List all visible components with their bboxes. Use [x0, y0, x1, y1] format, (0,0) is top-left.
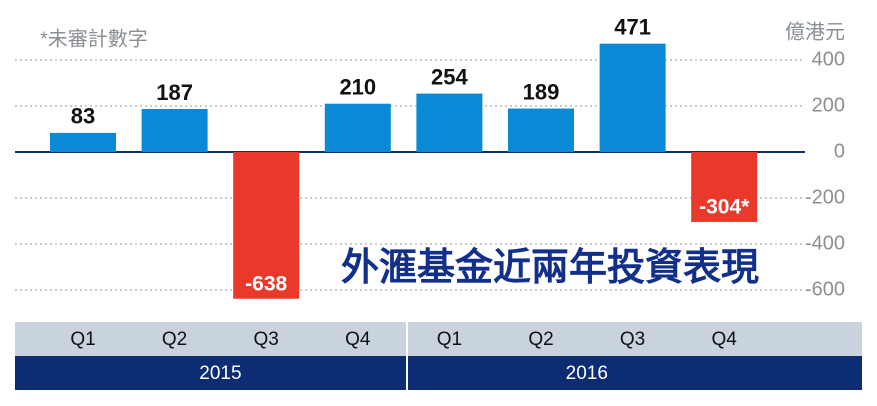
value-label: 254: [431, 64, 468, 89]
x-tick-label: Q2: [528, 329, 553, 350]
x-tick-label: Q2: [162, 329, 187, 350]
x-tick-label: Q4: [345, 329, 371, 350]
x-tick-label: Q4: [712, 329, 738, 350]
y-tick-label: 200: [812, 94, 845, 116]
y-tick-label: 0: [834, 140, 845, 162]
y-tick-label: 400: [812, 48, 845, 70]
value-label: 210: [339, 75, 376, 100]
y-unit: 億港元: [785, 20, 845, 43]
bar: [508, 108, 574, 152]
y-tick-label: -200: [805, 186, 845, 208]
value-label: 189: [523, 79, 560, 104]
bar: [141, 108, 208, 152]
bar: [50, 132, 116, 152]
bar: [416, 93, 483, 152]
year-band: [15, 356, 862, 390]
value-label: 471: [614, 14, 651, 39]
y-tick-label: -600: [805, 278, 845, 300]
x-tick-label: Q1: [70, 329, 95, 350]
quarter-band: [15, 322, 862, 356]
bar: [691, 152, 758, 222]
bar: [324, 103, 391, 152]
note: *未審計數字: [40, 27, 148, 50]
value-label: 83: [71, 104, 95, 129]
value-label: -638: [245, 272, 287, 295]
x-tick-label: Q3: [620, 329, 645, 350]
value-label: -304*: [699, 195, 750, 218]
bar: [233, 152, 300, 299]
value-label: 187: [156, 80, 193, 105]
year-label: 2015: [199, 363, 241, 384]
x-tick-label: Q1: [437, 329, 462, 350]
bar: [599, 43, 666, 152]
chart-title: 外滙基金近兩年投資表現: [341, 246, 759, 289]
year-label: 2016: [566, 363, 608, 384]
y-tick-label: -400: [805, 232, 845, 254]
x-tick-label: Q3: [254, 329, 279, 350]
